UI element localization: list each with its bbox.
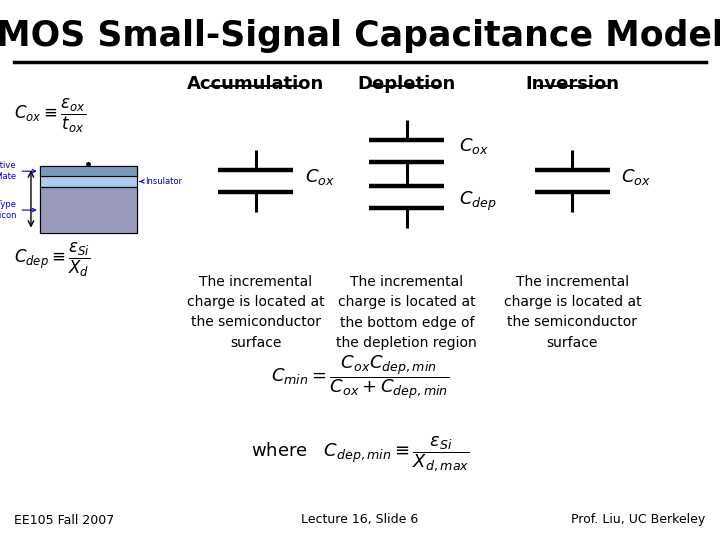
- Text: Prof. Liu, UC Berkeley: Prof. Liu, UC Berkeley: [572, 514, 706, 526]
- Text: where   $C_{dep,min} \equiv \dfrac{\varepsilon_{Si}}{X_{d,max}}$: where $C_{dep,min} \equiv \dfrac{\vareps…: [251, 435, 469, 474]
- Text: $C_{ox} \equiv \dfrac{\varepsilon_{ox}}{t_{ox}}$: $C_{ox} \equiv \dfrac{\varepsilon_{ox}}{…: [14, 97, 86, 136]
- Text: $C_{ox}$: $C_{ox}$: [621, 166, 651, 187]
- Text: Lecture 16, Slide 6: Lecture 16, Slide 6: [302, 514, 418, 526]
- Text: Accumulation: Accumulation: [187, 75, 324, 92]
- Text: The incremental
charge is located at
the semiconductor
surface: The incremental charge is located at the…: [186, 275, 325, 349]
- Text: Inversion: Inversion: [526, 75, 619, 92]
- Bar: [40, 176, 137, 187]
- Text: $C_{dep} \equiv \dfrac{\varepsilon_{Si}}{X_d}$: $C_{dep} \equiv \dfrac{\varepsilon_{Si}}…: [14, 240, 91, 279]
- Text: Insulator: Insulator: [140, 177, 182, 186]
- Text: $C_{min} = \dfrac{C_{ox}C_{dep,min}}{C_{ox} + C_{dep,min}}$: $C_{min} = \dfrac{C_{ox}C_{dep,min}}{C_{…: [271, 354, 449, 401]
- Text: $C_{dep}$: $C_{dep}$: [459, 190, 496, 213]
- Text: Depletion: Depletion: [358, 75, 456, 92]
- Text: $C_{ox}$: $C_{ox}$: [459, 136, 488, 156]
- Text: MOS Small-Signal Capacitance Model: MOS Small-Signal Capacitance Model: [0, 19, 720, 53]
- Text: The incremental
charge is located at
the semiconductor
surface: The incremental charge is located at the…: [503, 275, 642, 349]
- Text: $C_{ox}$: $C_{ox}$: [305, 166, 334, 187]
- Bar: [40, 187, 137, 233]
- Bar: [40, 176, 137, 187]
- Bar: [40, 187, 137, 233]
- Text: EE105 Fall 2007: EE105 Fall 2007: [14, 514, 114, 526]
- Text: p-Type
Silicon: p-Type Silicon: [0, 200, 35, 220]
- Bar: [40, 166, 137, 176]
- Text: The incremental
charge is located at
the bottom edge of
the depletion region: The incremental charge is located at the…: [336, 275, 477, 349]
- Bar: [40, 166, 137, 176]
- Text: Conductive
Plate: Conductive Plate: [0, 161, 35, 181]
